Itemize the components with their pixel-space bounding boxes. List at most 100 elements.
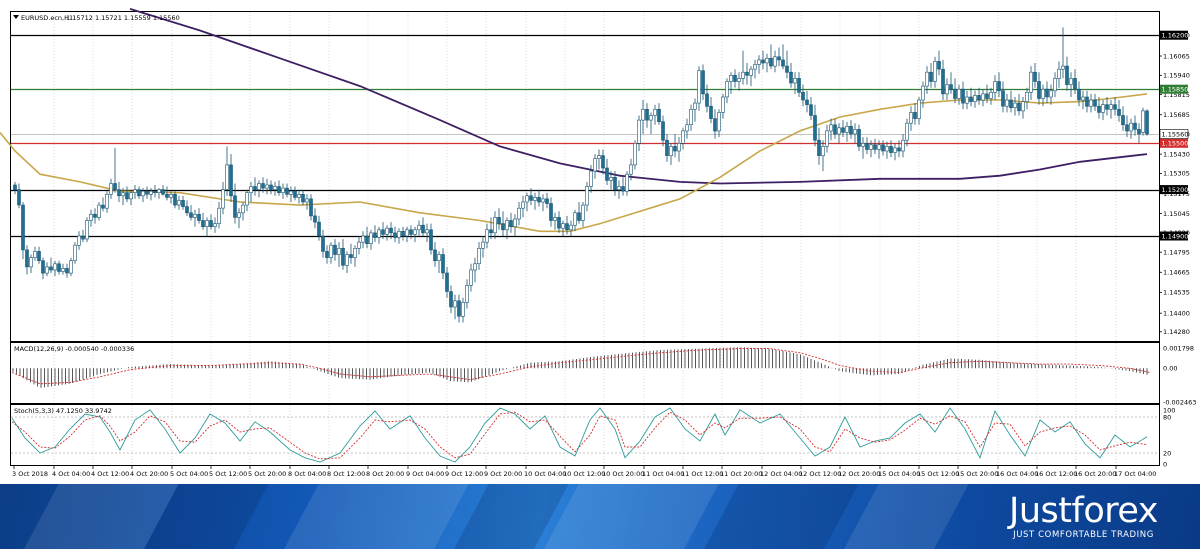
candle xyxy=(833,118,837,139)
collapse-arrow-icon[interactable] xyxy=(13,15,19,19)
candle xyxy=(129,189,133,206)
candle-body xyxy=(1061,65,1065,70)
candle xyxy=(501,211,505,236)
candle-body xyxy=(809,104,813,116)
candle-body xyxy=(169,194,173,198)
candle xyxy=(977,87,981,105)
candle xyxy=(933,56,937,88)
candle xyxy=(273,181,277,196)
candle-body xyxy=(129,192,133,200)
time-tick-label: 8 Oct 04:00 xyxy=(288,470,326,478)
candle-body xyxy=(241,204,245,214)
candle-body xyxy=(645,109,649,121)
candle-body xyxy=(717,112,721,132)
candle-body xyxy=(905,122,909,141)
candle-body xyxy=(857,129,861,147)
candle-body xyxy=(965,96,969,104)
candle-body xyxy=(817,139,821,156)
candle-body xyxy=(217,207,221,224)
level-tag-label: 1.15500 xyxy=(1162,140,1189,148)
candle-body xyxy=(437,254,441,261)
candle-body xyxy=(353,248,357,258)
candle-body xyxy=(189,212,193,218)
candle xyxy=(781,44,785,70)
candle xyxy=(925,66,929,94)
candle xyxy=(785,50,789,79)
candle xyxy=(705,84,709,113)
candle-body xyxy=(193,214,197,218)
candle xyxy=(593,154,597,179)
candle-body xyxy=(1033,71,1037,82)
candle-body xyxy=(997,81,1001,92)
candle xyxy=(1053,72,1057,97)
candle-body xyxy=(145,190,149,195)
candle xyxy=(953,78,957,104)
candle xyxy=(349,243,353,264)
candle xyxy=(57,260,61,275)
candle-body xyxy=(593,158,597,172)
candle xyxy=(965,90,969,110)
candle-body xyxy=(825,130,829,147)
candle xyxy=(881,140,885,156)
candle xyxy=(333,239,337,261)
candle xyxy=(685,118,689,139)
candle xyxy=(1093,93,1097,111)
candle xyxy=(877,140,881,159)
candle-body xyxy=(701,70,705,95)
candle-body xyxy=(925,71,929,87)
candle-body xyxy=(509,220,513,227)
candle xyxy=(1141,107,1145,136)
price-tick-label: 1.16065 xyxy=(1163,52,1190,60)
candle-body xyxy=(853,129,857,135)
candle-body xyxy=(273,186,277,190)
candle-body xyxy=(141,190,145,197)
candle xyxy=(253,177,257,196)
price-tick-label: 1.14665 xyxy=(1163,269,1190,277)
candle xyxy=(581,202,585,227)
candle-body xyxy=(713,118,717,132)
level-tag xyxy=(1160,138,1188,148)
candle xyxy=(113,147,117,193)
candle xyxy=(541,194,545,212)
candle xyxy=(193,209,197,227)
candle-body xyxy=(533,197,537,201)
candle-body xyxy=(69,260,73,274)
candle xyxy=(45,262,49,277)
candle xyxy=(889,140,893,158)
candle xyxy=(185,200,189,216)
candle xyxy=(485,223,489,249)
candle-body xyxy=(17,189,21,206)
candle-body xyxy=(1081,96,1085,101)
candle xyxy=(489,217,493,240)
candle xyxy=(985,84,989,104)
candle-body xyxy=(333,244,337,255)
candle-body xyxy=(305,198,309,203)
candle-body xyxy=(1001,90,1005,107)
candle xyxy=(869,140,873,158)
candle-body xyxy=(21,204,25,251)
candle xyxy=(557,211,561,233)
candle xyxy=(329,242,333,264)
time-tick-label: 11 Oct 20:00 xyxy=(720,470,762,478)
candle xyxy=(989,87,993,105)
candle-body xyxy=(605,167,609,181)
time-tick-label: 8 Oct 12:00 xyxy=(327,470,365,478)
candle-body xyxy=(937,61,941,70)
time-tick-label: 10 Oct 20:00 xyxy=(602,470,644,478)
candle xyxy=(13,181,17,195)
candle-body xyxy=(149,190,153,195)
candle-body xyxy=(1065,65,1069,85)
candle-body xyxy=(757,59,761,65)
candle xyxy=(121,188,125,206)
candle-body xyxy=(253,186,257,190)
candle xyxy=(641,100,645,134)
candle-body xyxy=(297,194,301,198)
candle-body xyxy=(497,217,501,224)
candle xyxy=(361,231,365,249)
candle xyxy=(1073,69,1077,94)
price-tick-label: 1.14280 xyxy=(1163,328,1190,336)
candle xyxy=(733,69,737,88)
price-tick-label: 1.15940 xyxy=(1163,72,1190,80)
candle xyxy=(937,50,941,76)
candle xyxy=(905,118,909,147)
